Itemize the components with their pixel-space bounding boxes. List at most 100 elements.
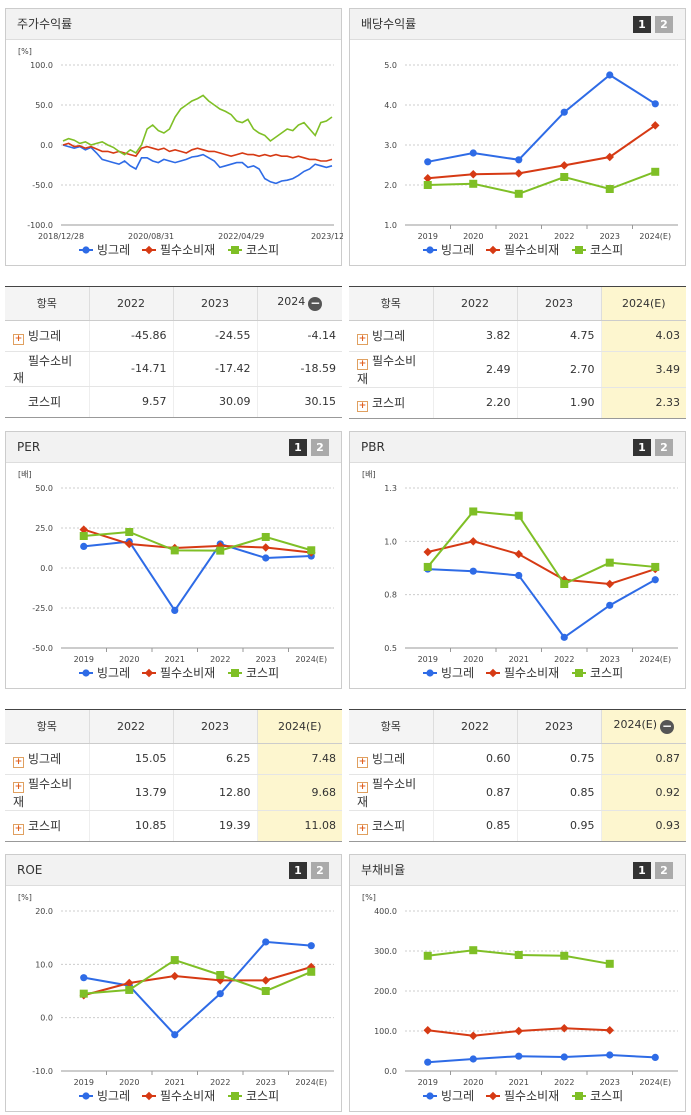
y-tick-label: 20.0 bbox=[35, 907, 53, 916]
expand-icon[interactable]: + bbox=[357, 400, 368, 412]
expand-icon[interactable]: + bbox=[357, 823, 368, 835]
per-panel: PER 1 2 [배] 50.0 25.0 0.0 -25.0 -50.0 2019 2020… bbox=[5, 431, 342, 689]
row-label[interactable]: + 빙그레 bbox=[5, 320, 89, 352]
page-2-button[interactable]: 2 bbox=[311, 862, 329, 879]
pbr-table: 항목 2022 2023 2024(E) − + 빙그레 0.60 0.75 0.87 + 필수소비재… bbox=[349, 709, 686, 842]
y-tick-label: 1.0 bbox=[384, 537, 397, 546]
page-1-button[interactable]: 1 bbox=[633, 439, 651, 456]
page-2-button[interactable]: 2 bbox=[311, 439, 329, 456]
data-point bbox=[605, 1025, 614, 1035]
table-cell: 1.90 bbox=[516, 387, 601, 418]
expand-icon[interactable]: + bbox=[13, 333, 24, 345]
table-row: 필수소비재 -14.71 -17.42 -18.59 bbox=[5, 351, 342, 387]
data-point bbox=[606, 1051, 614, 1059]
data-point bbox=[469, 507, 478, 516]
row-label[interactable]: + 코스피 bbox=[13, 818, 62, 835]
expand-icon[interactable]: + bbox=[13, 781, 24, 793]
table-header: 2022 bbox=[432, 287, 517, 321]
y-tick-label: 0.8 bbox=[384, 591, 397, 600]
x-tick-label: 2022 bbox=[554, 1078, 574, 1087]
series-line bbox=[83, 966, 312, 997]
legend-label: 코스피 bbox=[246, 243, 279, 257]
table-cell: 2.49 bbox=[432, 351, 517, 388]
data-point bbox=[488, 1091, 498, 1101]
panel-title: PBR bbox=[350, 432, 685, 463]
data-point bbox=[560, 1053, 568, 1061]
page-2-button[interactable]: 2 bbox=[655, 439, 673, 456]
data-point bbox=[469, 537, 478, 546]
data-point bbox=[82, 246, 90, 254]
data-point bbox=[307, 546, 316, 555]
row-label[interactable]: + 빙그레 bbox=[349, 320, 433, 352]
dividend-yield-table: 항목 2022 2023 2024(E) + 빙그레 3.82 4.75 4.03 + 필수소비재 2… bbox=[349, 286, 686, 419]
page-1-button[interactable]: 1 bbox=[633, 16, 651, 33]
collapse-icon[interactable]: − bbox=[308, 296, 323, 312]
x-tick-label: 2023 bbox=[600, 232, 620, 241]
row-label[interactable]: + 필수소비재 bbox=[5, 774, 89, 811]
per-chart: [배]50.0 25.0 0.0 -25.0 -50.0 2019 2020 2021 2022… bbox=[18, 470, 334, 680]
data-point bbox=[82, 669, 90, 677]
x-tick-label: 2023 bbox=[256, 655, 276, 664]
row-label[interactable]: + 필수소비재 bbox=[349, 774, 433, 811]
panel-title: PER bbox=[6, 432, 341, 463]
data-point bbox=[560, 1023, 569, 1033]
unit-label: [배] bbox=[362, 470, 376, 479]
page-2-button[interactable]: 2 bbox=[655, 862, 673, 879]
expand-icon[interactable]: + bbox=[357, 781, 368, 793]
data-point bbox=[560, 173, 569, 181]
data-point bbox=[144, 668, 154, 678]
table-cell: 0.87 bbox=[600, 743, 686, 775]
y-tick-label: -50.0 bbox=[32, 644, 53, 653]
page-1-button[interactable]: 1 bbox=[289, 862, 307, 879]
data-point bbox=[515, 1052, 523, 1060]
x-tick-label: 2019 bbox=[418, 232, 438, 241]
table-header: 2023 bbox=[516, 710, 601, 744]
expand-icon[interactable]: + bbox=[357, 333, 368, 345]
data-point bbox=[488, 245, 498, 255]
row-label[interactable]: + 필수소비재 bbox=[349, 351, 433, 388]
legend-label: 빙그레 bbox=[97, 1089, 130, 1103]
expand-icon[interactable]: + bbox=[13, 823, 24, 835]
expand-icon[interactable]: + bbox=[13, 756, 24, 768]
data-point bbox=[514, 951, 523, 959]
row-label[interactable]: + 빙그레 bbox=[5, 743, 89, 775]
data-point bbox=[560, 633, 568, 641]
x-tick-label: 2020/08/31 bbox=[128, 232, 174, 241]
y-tick-label: 25.0 bbox=[35, 524, 53, 533]
table-header: 2022 bbox=[88, 287, 173, 321]
table-cell: 30.15 bbox=[256, 386, 342, 417]
page-2-button[interactable]: 2 bbox=[655, 16, 673, 33]
debt-ratio-chart: [%] 400.0 300.0 200.0 100.0 0.0 2019 2020 2021 20… bbox=[362, 893, 678, 1103]
table-row: + 코스피 0.85 0.95 0.93 bbox=[349, 810, 686, 841]
row-label[interactable]: + 코스피 bbox=[357, 818, 406, 835]
table-row: + 필수소비재 2.49 2.70 3.49 bbox=[349, 351, 686, 388]
legend-label: 코스피 bbox=[590, 1089, 623, 1103]
data-point bbox=[426, 1092, 434, 1100]
page-1-button[interactable]: 1 bbox=[633, 862, 651, 879]
row-label[interactable]: + 빙그레 bbox=[349, 743, 433, 775]
data-point bbox=[231, 1092, 239, 1100]
expand-icon[interactable]: + bbox=[357, 756, 368, 768]
row-label[interactable]: + 코스피 bbox=[357, 395, 406, 412]
table-cell: 3.49 bbox=[600, 351, 686, 388]
legend-label: 빙그레 bbox=[441, 666, 474, 680]
unit-label: [%] bbox=[362, 893, 376, 902]
collapse-icon[interactable]: − bbox=[660, 719, 675, 735]
dividend-yield-panel: 배당수익률 1 2 5.0 4.0 3.0 2.0 1.0 2019 2020 2021 202… bbox=[349, 8, 686, 266]
dividend-yield-chart: 5.0 4.0 3.0 2.0 1.0 2019 2020 2021 2022 2023 2024(… bbox=[384, 61, 678, 257]
expand-icon[interactable]: + bbox=[357, 358, 368, 370]
data-point bbox=[515, 156, 523, 164]
series-line bbox=[426, 510, 656, 586]
roe-chart: [%]20.0 10.0 0.0 -10.0 2019 2020 2021 2022 2023 2… bbox=[18, 893, 334, 1103]
y-tick-label: -10.0 bbox=[32, 1067, 53, 1076]
roe-panel: ROE 1 2 [%] 20.0 10.0 0.0 -10.0 2019 2020 2021 2… bbox=[5, 854, 342, 1112]
table-cell: 0.75 bbox=[516, 743, 601, 775]
table-cell: -24.55 bbox=[172, 320, 257, 352]
series-line bbox=[427, 124, 656, 180]
legend-label: 빙그레 bbox=[97, 666, 130, 680]
data-point bbox=[651, 167, 660, 176]
page-1-button[interactable]: 1 bbox=[289, 439, 307, 456]
series-line bbox=[83, 940, 312, 1037]
table-cell: 4.75 bbox=[516, 320, 601, 352]
x-tick-label: 2021 bbox=[509, 1078, 529, 1087]
